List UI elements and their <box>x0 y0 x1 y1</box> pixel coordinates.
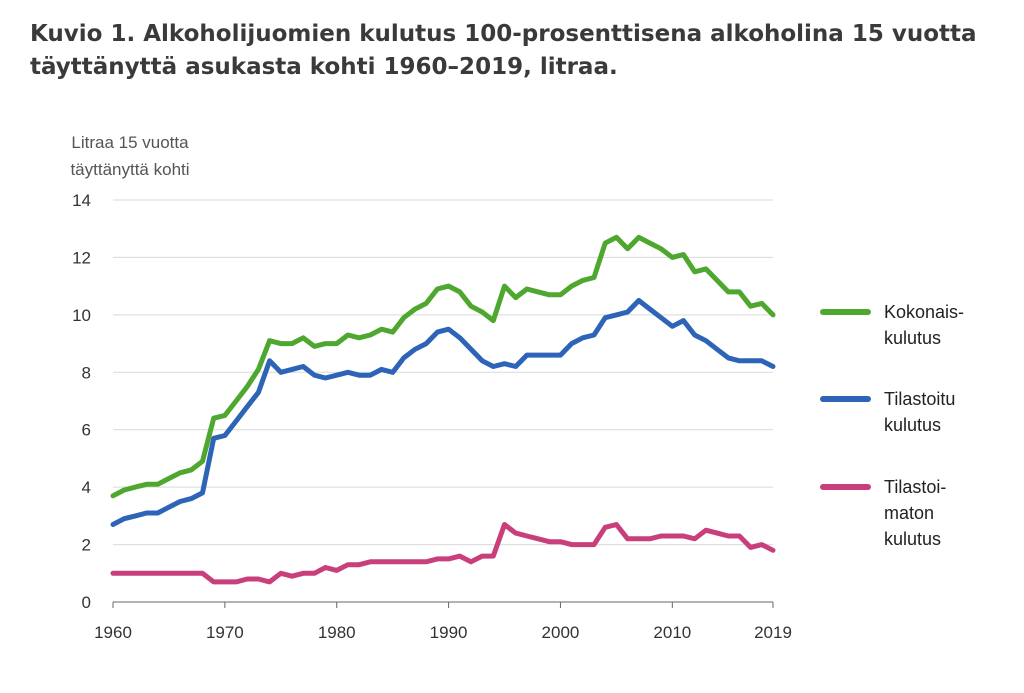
series-line-2 <box>110 298 776 527</box>
chart-title-line-1: Kuvio 1. Alkoholijuomien kulutus 100-pro… <box>30 21 977 47</box>
legend-label-3-line-3: kulutus <box>884 529 941 549</box>
x-tick-label-2010: 2010 <box>653 623 691 642</box>
y-tick-label-4: 4 <box>82 478 91 497</box>
y-tick-label-14: 14 <box>72 191 91 210</box>
y-axis-label-line-1: Litraa 15 vuotta <box>71 133 189 152</box>
y-tick-label-0: 0 <box>82 593 91 612</box>
legend-label-1-line-2: kulutus <box>884 328 941 348</box>
x-tick-label-1990: 1990 <box>430 623 468 642</box>
legend-label-2-line-2: kulutus <box>884 415 941 435</box>
x-tick-label-1980: 1980 <box>318 623 356 642</box>
legend-label-2-line-1: Tilastoitu <box>884 389 955 409</box>
y-tick-label-2: 2 <box>82 536 91 555</box>
legend-label-3-line-1: Tilastoi- <box>884 477 946 497</box>
chart-title-line-2: täyttänyttä asukasta kohti 1960–2019, li… <box>30 54 618 80</box>
y-tick-label-8: 8 <box>82 363 91 382</box>
x-tick-label-1970: 1970 <box>206 623 244 642</box>
y-tick-label-6: 6 <box>82 421 91 440</box>
legend-label-3-line-2: maton <box>884 503 934 523</box>
x-tick-label-2000: 2000 <box>542 623 580 642</box>
y-tick-label-10: 10 <box>72 306 91 325</box>
y-axis-label-line-2: täyttänyttä kohti <box>70 160 189 179</box>
series-line-3 <box>110 522 776 585</box>
chart-title: Kuvio 1. Alkoholijuomien kulutus 100-pro… <box>30 18 990 84</box>
legend-label-1-line-1: Kokonais- <box>884 302 964 322</box>
x-tick-label-1960: 1960 <box>94 623 132 642</box>
series-line-1 <box>110 234 776 499</box>
x-tick-label-2019: 2019 <box>754 623 792 642</box>
y-tick-label-12: 12 <box>72 248 91 267</box>
